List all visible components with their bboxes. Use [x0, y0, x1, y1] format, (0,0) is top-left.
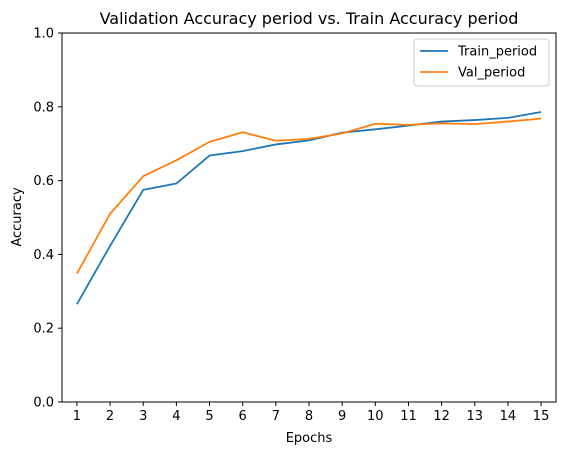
y-axis: 0.0 0.2 0.4 0.6 0.8 1.0 [33, 27, 62, 411]
x-tick-label: 15 [533, 409, 550, 424]
x-axis-label: Epochs [286, 431, 333, 446]
y-tick-label: 0.2 [33, 322, 54, 337]
series-line-train-period [76, 111, 542, 305]
chart-title: Validation Accuracy period vs. Train Acc… [100, 9, 519, 28]
x-tick-label: 2 [106, 409, 114, 424]
x-axis: 1 2 3 4 5 6 7 8 9 10 11 12 13 14 15 [73, 402, 550, 424]
y-tick-label: 0.6 [33, 174, 54, 189]
plot-border [61, 32, 557, 403]
x-tick-label: 12 [433, 409, 450, 424]
x-tick-label: 1 [73, 409, 81, 424]
x-tick-label: 8 [305, 409, 313, 424]
y-axis-label: Accuracy [10, 187, 25, 247]
series-lines [76, 111, 542, 305]
legend-label: Val_period [458, 66, 525, 81]
x-tick-label: 10 [367, 409, 384, 424]
x-tick-label: 5 [205, 409, 213, 424]
series-line-val-period [76, 117, 542, 275]
y-tick-label: 0.0 [33, 396, 54, 411]
x-tick-label: 7 [272, 409, 280, 424]
x-tick-label: 4 [172, 409, 180, 424]
x-tick-label: 3 [139, 409, 147, 424]
x-tick-label: 6 [239, 409, 247, 424]
y-tick-label: 1.0 [33, 27, 54, 42]
x-tick-label: 14 [500, 409, 517, 424]
plot-area [61, 32, 557, 403]
x-tick-label: 9 [338, 409, 346, 424]
y-tick-label: 0.8 [33, 100, 54, 115]
legend-label: Train_period [457, 45, 537, 60]
y-tick-label: 0.4 [33, 248, 54, 263]
x-tick-label: 13 [466, 409, 483, 424]
legend: Train_period Val_period [413, 38, 550, 87]
x-tick-label: 11 [400, 409, 417, 424]
